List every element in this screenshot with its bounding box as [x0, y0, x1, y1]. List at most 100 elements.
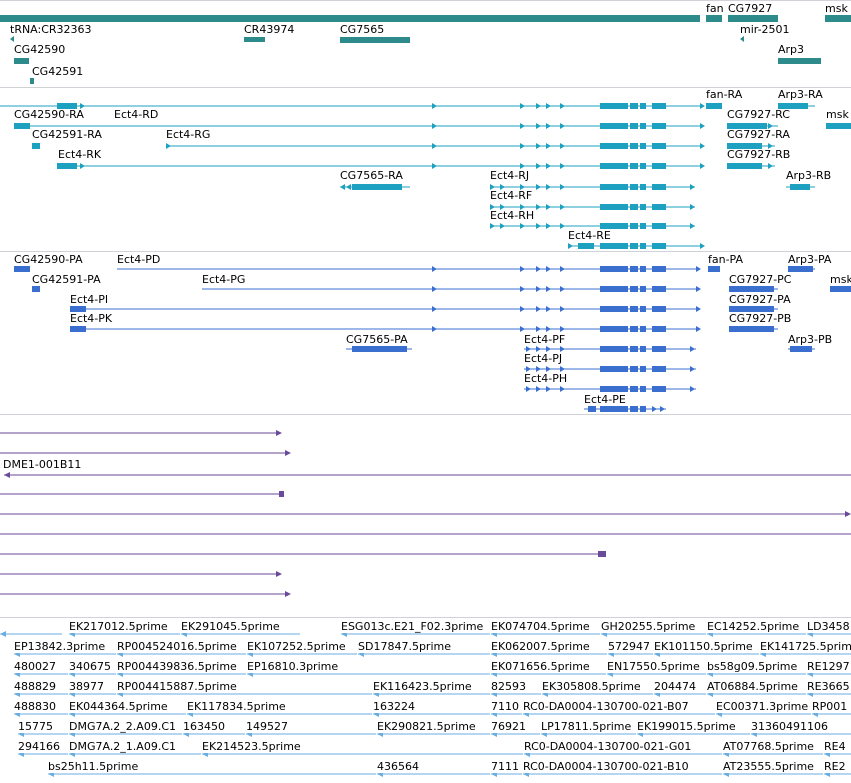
est-label[interactable]: 340675 — [69, 660, 111, 673]
est-label[interactable]: EP13842.3prime — [14, 640, 106, 653]
transcript-label[interactable]: Ect4-RF — [490, 189, 533, 202]
est-label[interactable]: RC0-DA0004-130700-021-B10 — [523, 760, 689, 773]
est-label[interactable]: 436564 — [377, 760, 419, 773]
est-label[interactable]: RP004439836.5prime — [117, 660, 237, 673]
clone-label[interactable]: DME1-001B11 — [3, 458, 82, 471]
transcript-label[interactable]: Ect4-RD — [114, 108, 159, 121]
protein-label[interactable]: CG42590-PA — [14, 253, 83, 266]
est-label[interactable]: RC0-DA0004-130700-021-B07 — [523, 700, 689, 713]
est-label[interactable]: EK305808.5prime — [542, 680, 641, 693]
transcript-label[interactable]: Ect4-RE — [568, 229, 611, 242]
est-label[interactable]: 31360491106 — [751, 720, 828, 733]
est-label[interactable]: 149527 — [246, 720, 288, 733]
est-label[interactable]: 488829 — [14, 680, 56, 693]
protein-label[interactable]: CG7927-PB — [729, 312, 792, 325]
est-label[interactable]: 204474 — [654, 680, 696, 693]
gene-feature[interactable] — [340, 37, 410, 43]
est-label[interactable]: bs25h11.5prime — [48, 760, 139, 773]
est-label[interactable]: RP001 — [812, 700, 848, 713]
est-label[interactable]: 7111 — [491, 760, 519, 773]
est-label[interactable]: 82593 — [491, 680, 526, 693]
est-label[interactable]: EK199015.5prime — [637, 720, 736, 733]
est-label[interactable]: EK217012.5prime — [69, 620, 168, 633]
est-label[interactable]: AT07768.5prime — [723, 740, 814, 753]
est-label[interactable]: RP004415887.5prime — [117, 680, 237, 693]
est-label[interactable]: 76921 — [491, 720, 526, 733]
transcript-label[interactable]: Ect4-RH — [490, 209, 535, 222]
est-label[interactable]: RE1297 — [807, 660, 850, 673]
gene-feature[interactable] — [10, 36, 14, 42]
protein-label[interactable]: Ect4-PK — [70, 312, 113, 325]
est-label[interactable]: EK291045.5prime — [181, 620, 280, 633]
gene-feature[interactable] — [778, 58, 821, 64]
gene-feature[interactable] — [244, 37, 265, 42]
transcript-label[interactable]: Arp3-RA — [778, 88, 823, 101]
transcript-label[interactable]: Ect4-RG — [166, 128, 211, 141]
est-label[interactable]: 488830 — [14, 700, 56, 713]
protein-label[interactable]: Ect4-PG — [202, 273, 246, 286]
est-label[interactable]: RE2 — [824, 760, 846, 773]
transcript-label[interactable]: Ect4-RJ — [490, 169, 530, 182]
transcript-label[interactable]: CG7927-RA — [727, 128, 790, 141]
transcript-label[interactable]: CG42590-RA — [14, 108, 84, 121]
gene-feature[interactable] — [825, 15, 851, 22]
est-label[interactable]: RC0-DA0004-130700-021-G01 — [524, 740, 692, 753]
transcript-label[interactable]: CG7565-RA — [340, 169, 403, 182]
transcript-label[interactable]: fan-RA — [706, 88, 743, 101]
gene-label[interactable]: CR43974 — [244, 23, 295, 36]
transcript-label[interactable]: CG42591-RA — [32, 128, 102, 141]
gene-label[interactable]: msk — [825, 2, 848, 15]
est-label[interactable]: 163224 — [373, 700, 415, 713]
protein-label[interactable]: Ect4-PH — [524, 372, 568, 385]
est-label[interactable]: AT06884.5prime — [707, 680, 798, 693]
protein-label[interactable]: Ect4-PD — [117, 253, 161, 266]
est-label[interactable]: EK101150.5prime — [654, 640, 753, 653]
protein-label[interactable]: CG42591-PA — [32, 273, 101, 286]
gene-feature[interactable] — [14, 58, 29, 64]
gene-feature[interactable] — [0, 15, 700, 22]
gene-label[interactable]: CG7565 — [340, 23, 385, 36]
protein-label[interactable]: Ect4-PE — [584, 393, 626, 406]
transcript-label[interactable]: msk — [826, 108, 849, 121]
est-label[interactable]: EK214523.5prime — [202, 740, 301, 753]
protein-label[interactable]: CG7927-PC — [729, 273, 792, 286]
transcript-label[interactable]: Arp3-RB — [786, 169, 832, 182]
est-label[interactable]: EK062007.5prime — [491, 640, 590, 653]
gene-label[interactable]: Arp3 — [778, 43, 805, 56]
gene-label[interactable]: tRNA:CR32363 — [10, 23, 92, 36]
transcript-label[interactable]: Ect4-RK — [58, 148, 102, 161]
est-label[interactable]: EK071656.5prime — [491, 660, 590, 673]
protein-label[interactable]: fan-PA — [708, 253, 744, 266]
est-label[interactable]: 38977 — [69, 680, 104, 693]
est-label[interactable]: ESG013c.E21_F02.3prime — [341, 620, 484, 633]
est-label[interactable]: LP17811.5prime — [541, 720, 632, 733]
protein-label[interactable]: Arp3-PA — [788, 253, 832, 266]
gene-label[interactable]: mir-2501 — [740, 23, 790, 36]
protein-label[interactable]: Ect4-PI — [70, 293, 109, 306]
est-label[interactable]: LD3458 — [807, 620, 850, 633]
est-label[interactable]: EK117834.5prime — [187, 700, 286, 713]
est-label[interactable]: 480027 — [14, 660, 56, 673]
est-label[interactable]: DMG7A.2_2.A09.C1 — [69, 720, 177, 733]
gene-label[interactable]: CG7927 — [728, 2, 773, 15]
gene-feature[interactable] — [30, 78, 34, 84]
protein-label[interactable]: msk — [830, 273, 851, 286]
est-label[interactable]: EK074704.5prime — [491, 620, 590, 633]
protein-label[interactable]: Ect4-PJ — [524, 352, 563, 365]
protein-label[interactable]: Ect4-PF — [524, 333, 566, 346]
est-label[interactable]: 7110 — [491, 700, 519, 713]
est-label[interactable]: EK141725.5prime — [760, 641, 851, 653]
est-label[interactable]: EK290821.5prime — [377, 720, 476, 733]
est-label[interactable]: GH20255.5prime — [601, 620, 696, 633]
est-label[interactable]: RE3665 — [807, 680, 850, 693]
est-label[interactable]: EN17550.5prime — [607, 660, 700, 673]
est-label[interactable]: bs58g09.5prime — [707, 660, 798, 673]
gene-label[interactable]: CG42590 — [14, 43, 66, 56]
est-label[interactable]: 163450 — [183, 720, 225, 733]
gene-label[interactable]: CG42591 — [32, 65, 84, 78]
transcript-label[interactable]: CG7927-RC — [727, 108, 790, 121]
protein-label[interactable]: Arp3-PB — [788, 333, 833, 346]
est-label[interactable]: SD17847.5prime — [358, 640, 451, 653]
protein-label[interactable]: CG7927-PA — [729, 293, 791, 306]
est-label[interactable]: DMG7A.2_1.A09.C1 — [69, 740, 177, 753]
